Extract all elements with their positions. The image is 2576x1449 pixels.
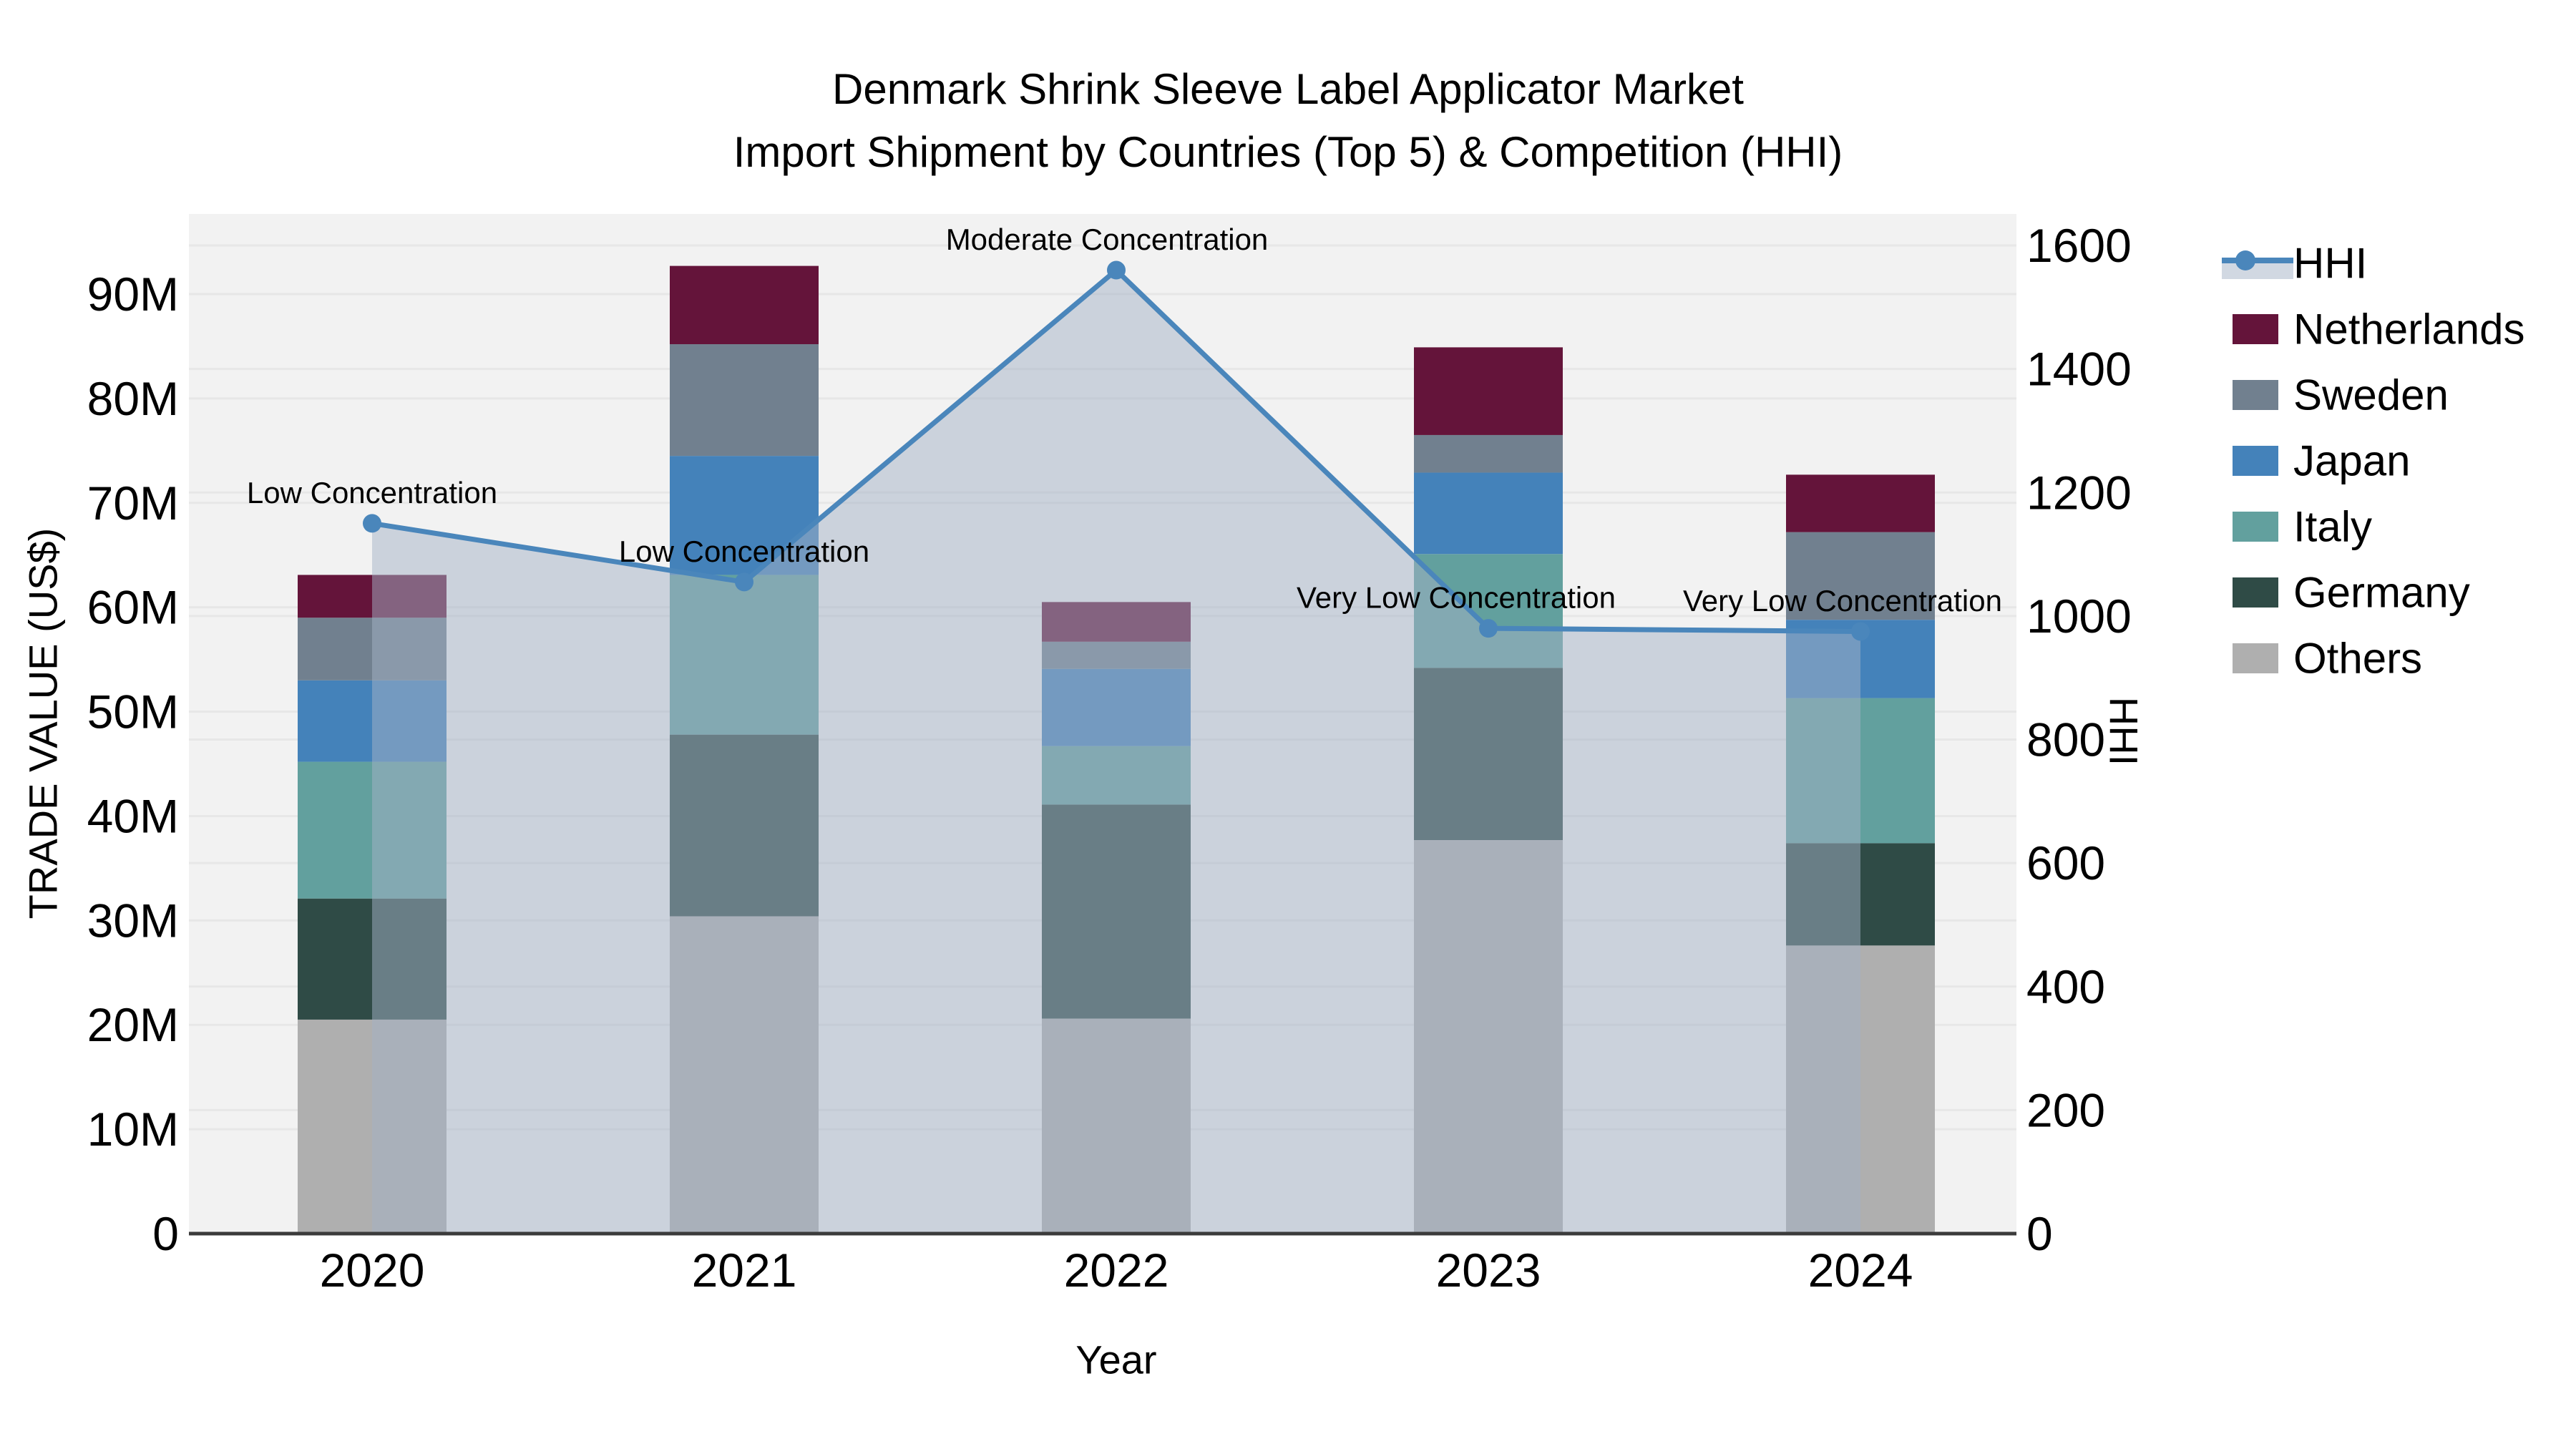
- annotation-2022: Moderate Concentration: [946, 223, 1269, 256]
- legend-label-netherlands[interactable]: Netherlands: [2293, 306, 2525, 353]
- legend-item-hhi[interactable]: HHI: [2222, 240, 2367, 288]
- y-left-tick-label: 90M: [87, 268, 179, 321]
- legend-label-others[interactable]: Others: [2293, 635, 2422, 683]
- y-left-tick-label: 30M: [87, 894, 179, 947]
- annotation-2023: Very Low Concentration: [1297, 581, 1616, 615]
- legend-swatch-japan: [2233, 446, 2278, 476]
- legend-label-italy[interactable]: Italy: [2293, 503, 2372, 551]
- hhi-marker-2020[interactable]: [363, 514, 381, 533]
- y-left-tick-label: 40M: [87, 789, 179, 842]
- legend-item-germany[interactable]: Germany: [2233, 569, 2470, 617]
- bar-segment-2024-netherlands[interactable]: [1786, 474, 1935, 532]
- legend-swatch-netherlands: [2233, 314, 2278, 344]
- y-right-tick-label: 0: [2026, 1207, 2053, 1260]
- y-right-axis-title: HHI: [2102, 697, 2147, 766]
- y-left-tick-label: 50M: [87, 686, 179, 738]
- legend-item-italy[interactable]: Italy: [2233, 503, 2372, 551]
- legend-swatch-sweden: [2233, 380, 2278, 410]
- bar-segment-2023-sweden[interactable]: [1414, 434, 1563, 473]
- legend-label-japan[interactable]: Japan: [2293, 437, 2410, 485]
- bar-segment-2023-netherlands[interactable]: [1414, 347, 1563, 435]
- legend-swatch-germany: [2233, 577, 2278, 608]
- chart-title-line1: Denmark Shrink Sleeve Label Applicator M…: [832, 65, 1744, 113]
- legend-label-sweden[interactable]: Sweden: [2293, 371, 2449, 419]
- y-right-tick-label: 200: [2026, 1083, 2105, 1136]
- annotation-2024: Very Low Concentration: [1683, 584, 2002, 618]
- hhi-area-fill: [372, 270, 1860, 1234]
- bar-segment-2023-japan[interactable]: [1414, 472, 1563, 555]
- legend-swatch-others: [2233, 643, 2278, 673]
- legend-item-japan[interactable]: Japan: [2233, 437, 2410, 485]
- y-left-tick-label: 60M: [87, 581, 179, 634]
- annotation-2021: Low Concentration: [619, 535, 869, 568]
- y-left-tick-label: 10M: [87, 1103, 179, 1156]
- legend-label-germany[interactable]: Germany: [2293, 569, 2470, 617]
- bar-segment-2021-sweden[interactable]: [670, 344, 819, 457]
- hhi-marker-2024[interactable]: [1851, 622, 1870, 641]
- y-left-tick-label: 70M: [87, 477, 179, 530]
- y-left-tick-label: 0: [152, 1207, 179, 1260]
- bar-segment-2024-sweden[interactable]: [1786, 532, 1935, 620]
- hhi-marker-2021[interactable]: [735, 572, 753, 592]
- annotation-2020: Low Concentration: [247, 476, 497, 509]
- x-tick-label: 2020: [320, 1244, 425, 1297]
- y-left-tick-label: 80M: [87, 372, 179, 425]
- y-right-tick-label: 600: [2026, 836, 2105, 889]
- legend-hhi-areafill-sample: [2222, 260, 2293, 279]
- y-left-axis-title: TRADE VALUE (US$): [21, 528, 66, 919]
- legend-item-sweden[interactable]: Sweden: [2233, 371, 2449, 419]
- legend-hhi-marker-sample: [2235, 250, 2255, 270]
- legend-item-netherlands[interactable]: Netherlands: [2233, 306, 2525, 353]
- x-tick-label: 2024: [1808, 1244, 1913, 1297]
- x-tick-label: 2021: [692, 1244, 797, 1297]
- x-axis-title: Year: [1075, 1337, 1156, 1382]
- x-tick-label: 2023: [1436, 1244, 1541, 1297]
- y-right-tick-label: 1000: [2026, 590, 2132, 643]
- y-right-tick-label: 1600: [2026, 219, 2132, 272]
- x-tick-label: 2022: [1064, 1244, 1169, 1297]
- y-right-tick-label: 1200: [2026, 466, 2132, 519]
- y-right-tick-label: 400: [2026, 960, 2105, 1013]
- y-right-tick-label: 1400: [2026, 343, 2132, 396]
- hhi-marker-2022[interactable]: [1107, 260, 1126, 280]
- y-right-tick-label: 800: [2026, 713, 2105, 766]
- y-left-tick-label: 20M: [87, 998, 179, 1051]
- legend-swatch-italy: [2233, 512, 2278, 542]
- legend-item-others[interactable]: Others: [2233, 635, 2422, 683]
- hhi-marker-2023[interactable]: [1479, 619, 1498, 638]
- bar-segment-2021-netherlands[interactable]: [670, 265, 819, 345]
- legend-label-hhi[interactable]: HHI: [2293, 240, 2367, 288]
- chart-title-line2: Import Shipment by Countries (Top 5) & C…: [733, 128, 1843, 176]
